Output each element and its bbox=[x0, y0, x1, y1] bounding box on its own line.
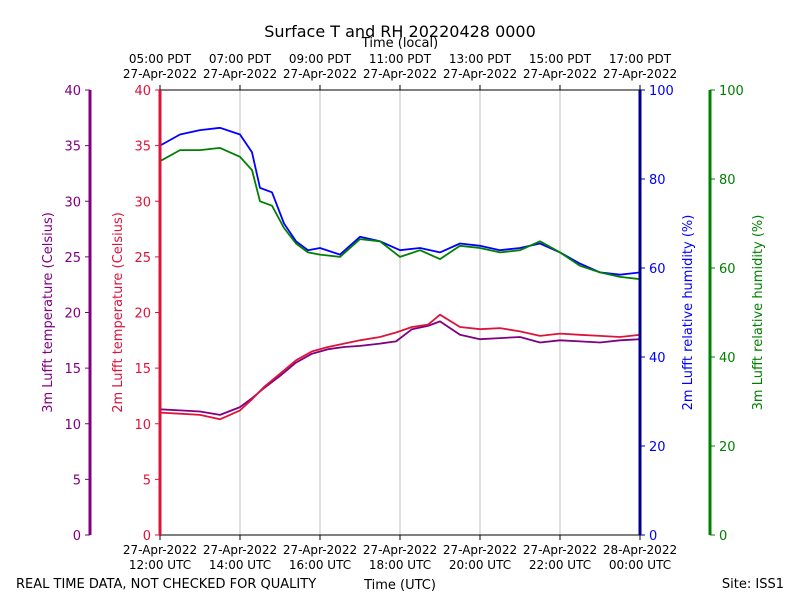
y-tick-label-t2m-8: 40 bbox=[134, 84, 151, 99]
x-tick-date-utc-6: 28-Apr-2022 bbox=[603, 543, 677, 557]
series-line-rh2m bbox=[159, 126, 641, 276]
x-tick-time-utc-1: 14:00 UTC bbox=[209, 558, 271, 572]
x-tick-time-local-1: 07:00 PDT bbox=[209, 52, 272, 66]
y-tick-label-t3m-6: 30 bbox=[64, 195, 81, 210]
x-tick-time-local-0: 05:00 PDT bbox=[129, 52, 192, 66]
y-tick-label-t2m-4: 20 bbox=[134, 307, 151, 322]
y-tick-label-rh2m-0: 0 bbox=[649, 529, 657, 544]
series-line-rh3m bbox=[159, 146, 641, 280]
x-tick-time-local-5: 15:00 PDT bbox=[529, 52, 592, 66]
x-tick-date-local-1: 27-Apr-2022 bbox=[203, 67, 277, 81]
footer-disclaimer: REAL TIME DATA, NOT CHECKED FOR QUALITY bbox=[16, 577, 316, 592]
chart-title: Surface T and RH 20220428 0000 bbox=[264, 22, 536, 41]
x-tick-date-utc-5: 27-Apr-2022 bbox=[523, 543, 597, 557]
axes: 0 5 10 15 20 25 30 35 40 3m Lufft temperature (Ce… bbox=[41, 84, 766, 544]
x-tick-date-utc-2: 27-Apr-2022 bbox=[283, 543, 357, 557]
y-tick-label-t2m-7: 35 bbox=[134, 140, 151, 155]
x-tick-date-utc-4: 27-Apr-2022 bbox=[443, 543, 517, 557]
y-tick-label-t3m-0: 0 bbox=[73, 529, 81, 544]
y-tick-label-t3m-1: 5 bbox=[73, 473, 81, 488]
x-tick-time-local-4: 13:00 PDT bbox=[449, 52, 512, 66]
y-axis-label-t2m: 2m Lufft temperature (Celsius) bbox=[111, 212, 126, 413]
y-tick-label-t3m-4: 20 bbox=[64, 307, 81, 322]
x-tick-time-utc-4: 20:00 UTC bbox=[449, 558, 511, 572]
x-tick-date-utc-0: 27-Apr-2022 bbox=[123, 543, 197, 557]
y-tick-label-t2m-1: 5 bbox=[143, 473, 151, 488]
y-tick-label-rh3m-4: 80 bbox=[719, 173, 736, 188]
y-tick-label-t3m-2: 10 bbox=[64, 418, 81, 433]
y-tick-label-t3m-8: 40 bbox=[64, 84, 81, 99]
y-tick-label-rh2m-5: 100 bbox=[649, 84, 674, 99]
y-tick-label-t2m-2: 10 bbox=[134, 418, 151, 433]
y-tick-label-t2m-3: 15 bbox=[134, 362, 151, 377]
y-axis-label-rh3m: 3m Lufft relative humidity (%) bbox=[751, 215, 766, 411]
top-axis-label: Time (local) bbox=[361, 36, 438, 51]
x-axis-label: Time (UTC) bbox=[363, 578, 436, 593]
y-tick-label-rh3m-1: 20 bbox=[719, 440, 736, 455]
y-tick-label-rh2m-4: 80 bbox=[649, 173, 666, 188]
y-tick-label-t3m-7: 35 bbox=[64, 140, 81, 155]
x-tick-time-local-3: 11:00 PDT bbox=[369, 52, 432, 66]
x-tick-date-utc-1: 27-Apr-2022 bbox=[203, 543, 277, 557]
x-tick-time-utc-6: 00:00 UTC bbox=[609, 558, 671, 572]
x-tick-date-local-0: 27-Apr-2022 bbox=[123, 67, 197, 81]
x-tick-date-local-4: 27-Apr-2022 bbox=[443, 67, 517, 81]
y-tick-label-rh2m-3: 60 bbox=[649, 262, 666, 277]
y-tick-label-t3m-3: 15 bbox=[64, 362, 81, 377]
y-tick-label-rh2m-2: 40 bbox=[649, 351, 666, 366]
y-axis-label-rh2m: 2m Lufft relative humidity (%) bbox=[681, 215, 696, 411]
y-tick-label-t2m-0: 0 bbox=[143, 529, 151, 544]
x-tick-date-local-2: 27-Apr-2022 bbox=[283, 67, 357, 81]
x-tick-date-local-6: 27-Apr-2022 bbox=[603, 67, 677, 81]
y-tick-label-rh3m-3: 60 bbox=[719, 262, 736, 277]
y-tick-label-t3m-5: 25 bbox=[64, 251, 81, 266]
y-tick-label-rh2m-1: 20 bbox=[649, 440, 666, 455]
x-tick-time-local-6: 17:00 PDT bbox=[609, 52, 672, 66]
x-tick-time-utc-2: 16:00 UTC bbox=[289, 558, 351, 572]
x-tick-date-local-3: 27-Apr-2022 bbox=[363, 67, 437, 81]
x-tick-date-utc-3: 27-Apr-2022 bbox=[363, 543, 437, 557]
y-tick-label-t2m-5: 25 bbox=[134, 251, 151, 266]
x-tick-time-local-2: 09:00 PDT bbox=[289, 52, 352, 66]
grid-lines bbox=[239, 90, 561, 535]
y-tick-label-rh3m-0: 0 bbox=[719, 529, 727, 544]
series-line-t2m bbox=[159, 313, 641, 421]
series-line-t3m bbox=[159, 320, 641, 416]
x-tick-time-utc-5: 22:00 UTC bbox=[529, 558, 591, 572]
footer-site: Site: ISS1 bbox=[722, 577, 784, 592]
y-tick-label-rh3m-2: 40 bbox=[719, 351, 736, 366]
y-tick-label-t2m-6: 30 bbox=[134, 195, 151, 210]
series-lines bbox=[159, 126, 641, 421]
x-tick-time-utc-3: 18:00 UTC bbox=[369, 558, 431, 572]
y-axis-label-t3m: 3m Lufft temperature (Celsius) bbox=[41, 212, 56, 413]
y-tick-label-rh3m-5: 100 bbox=[719, 84, 744, 99]
x-tick-time-utc-0: 12:00 UTC bbox=[129, 558, 191, 572]
x-tick-date-local-5: 27-Apr-2022 bbox=[523, 67, 597, 81]
